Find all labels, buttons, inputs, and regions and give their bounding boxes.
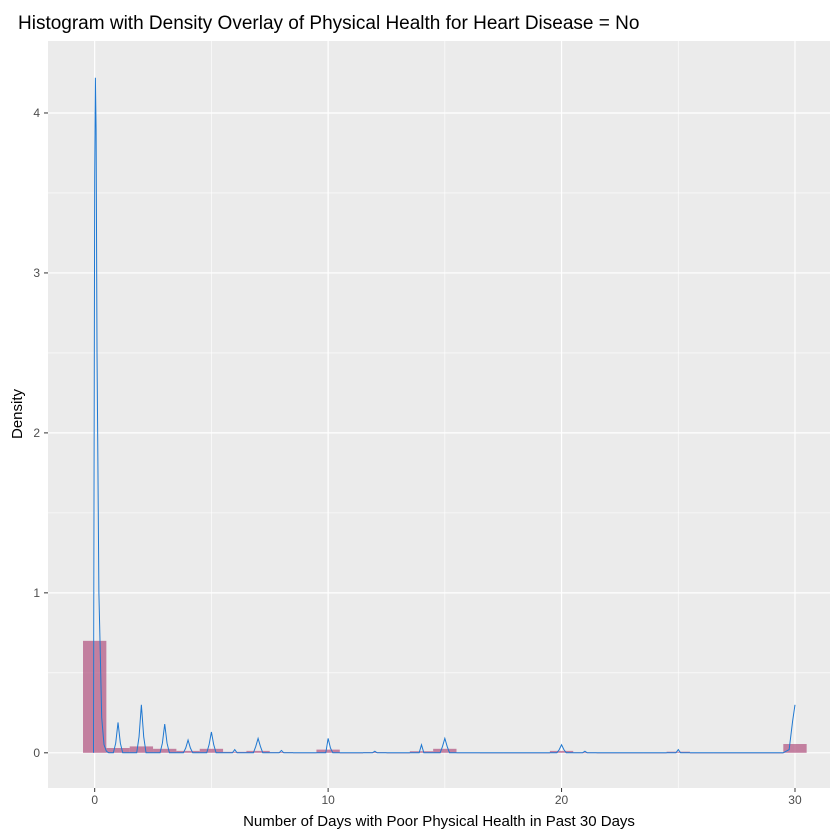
y-axis-ticks: 0 1 2 3 4 bbox=[33, 106, 48, 760]
histogram-bar bbox=[363, 752, 387, 753]
x-tick-label: 10 bbox=[321, 793, 335, 807]
x-axis-ticks: 0 10 20 30 bbox=[91, 788, 802, 807]
x-tick-label: 20 bbox=[555, 793, 569, 807]
histogram-bar bbox=[246, 750, 270, 753]
x-axis-title: Number of Days with Poor Physical Health… bbox=[243, 813, 635, 830]
x-tick-label: 0 bbox=[91, 793, 98, 807]
histogram-bar bbox=[409, 751, 434, 753]
y-tick-label: 0 bbox=[33, 746, 40, 760]
histogram-bar bbox=[129, 746, 154, 753]
minor-gridlines bbox=[48, 41, 830, 788]
plot-panel bbox=[48, 41, 830, 788]
histogram-bar bbox=[549, 750, 574, 753]
chart-title: Histogram with Density Overlay of Physic… bbox=[18, 13, 639, 34]
histogram-bar bbox=[199, 748, 224, 753]
histogram-bar bbox=[783, 744, 807, 753]
y-axis-title: Density bbox=[9, 388, 26, 439]
y-tick-label: 3 bbox=[33, 266, 40, 280]
histogram-bar bbox=[573, 752, 597, 754]
histogram-bar bbox=[153, 748, 177, 753]
histogram-bar bbox=[176, 750, 200, 753]
density-curve bbox=[93, 77, 796, 754]
histogram-bar bbox=[223, 751, 247, 753]
histogram-bar bbox=[433, 748, 457, 753]
histogram-bar bbox=[666, 751, 690, 753]
histogram-bar bbox=[316, 749, 340, 753]
y-tick-label: 4 bbox=[33, 106, 40, 120]
y-tick-label: 2 bbox=[33, 426, 40, 440]
histogram-bar bbox=[106, 748, 130, 753]
histogram-bar bbox=[269, 752, 294, 753]
y-tick-label: 1 bbox=[33, 586, 40, 600]
x-tick-label: 30 bbox=[788, 793, 802, 807]
